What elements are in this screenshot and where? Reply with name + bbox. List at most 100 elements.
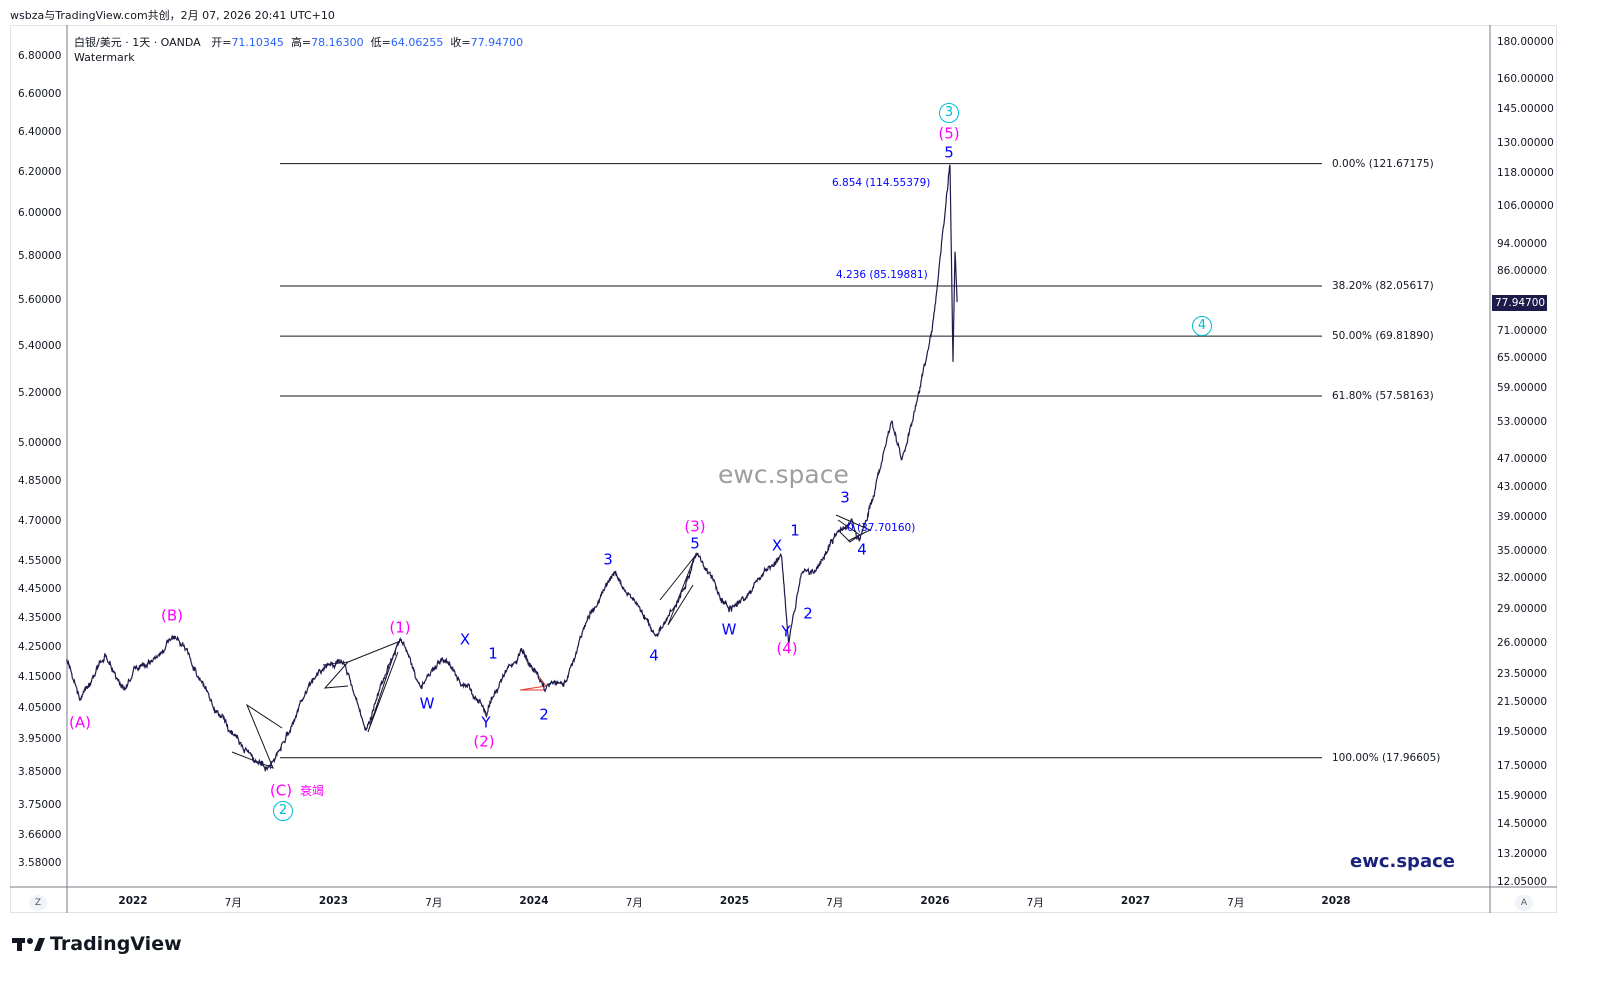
- wave-label[interactable]: 2: [539, 705, 549, 724]
- price-axis-tick: 53.00000: [1497, 415, 1548, 428]
- triangle-drawing[interactable]: [659, 555, 696, 626]
- watermark-label: Watermark: [74, 51, 135, 64]
- price-axis-tick: 71.00000: [1497, 324, 1548, 337]
- left-axis-tick: 5.60000: [18, 294, 62, 307]
- time-axis-tick: 2023: [318, 895, 349, 907]
- wave-label[interactable]: (4): [776, 639, 798, 658]
- price-axis-tick: 35.00000: [1497, 544, 1548, 557]
- price-axis-tick: 39.00000: [1497, 511, 1548, 524]
- time-axis-tick: 7月: [425, 897, 443, 909]
- time-axis-tick: 2027: [1120, 895, 1151, 907]
- price-axis-tick: 13.20000: [1497, 847, 1548, 860]
- fib-level-label: 0.00% (121.67175): [1332, 157, 1434, 170]
- time-axis-tick: 7月: [224, 897, 242, 909]
- wave-label[interactable]: 3: [603, 550, 613, 569]
- open-value: 71.10345: [231, 36, 284, 49]
- high-label: 高=: [290, 36, 312, 49]
- wave-circle-label[interactable]: 3: [939, 103, 959, 123]
- left-axis-tick: 4.15000: [18, 671, 62, 684]
- triangle-drawing[interactable]: [231, 703, 283, 769]
- wave-label[interactable]: 5: [690, 534, 700, 553]
- price-axis-tick: 43.00000: [1497, 480, 1548, 493]
- price-axis-tick: 19.50000: [1497, 726, 1548, 739]
- price-axis-tick: 94.00000: [1497, 237, 1548, 250]
- left-axis-tick: 4.35000: [18, 612, 62, 624]
- wave-label[interactable]: Y: [481, 713, 491, 732]
- left-axis-tick: 3.75000: [18, 798, 62, 811]
- price-axis-tick: 130.00000: [1497, 137, 1554, 150]
- wave-label[interactable]: (1): [389, 618, 411, 637]
- time-axis-tick: 7月: [1026, 897, 1044, 909]
- price-axis-tick: 15.90000: [1497, 789, 1548, 802]
- price-series-line[interactable]: [66, 164, 958, 772]
- wave-label[interactable]: 4: [857, 540, 867, 559]
- fib-level-label: 38.20% (82.05617): [1332, 279, 1434, 292]
- wave-label[interactable]: 5: [944, 143, 954, 162]
- wave-label[interactable]: (B): [161, 606, 183, 625]
- wave-label[interactable]: (2): [473, 732, 495, 751]
- wave-label[interactable]: X: [459, 630, 471, 649]
- price-axis-tick: 29.00000: [1497, 603, 1548, 616]
- wave-label[interactable]: W: [721, 620, 737, 639]
- fib-extension-label: 6.854 (114.55379): [832, 177, 931, 189]
- wave-label[interactable]: (C): [269, 781, 293, 800]
- price-axis-tick: 21.50000: [1497, 695, 1548, 708]
- close-label: 收=: [450, 36, 471, 49]
- left-axis-tick: 6.20000: [18, 166, 62, 179]
- left-axis-tick: 3.66000: [18, 829, 62, 842]
- wave-circle-label[interactable]: 2: [273, 801, 293, 821]
- tradingview-logo-icon: [12, 938, 45, 951]
- left-axis-tick: 4.85000: [18, 475, 62, 488]
- wave-label[interactable]: 2: [803, 604, 813, 623]
- time-axis-tick: 2024: [519, 895, 549, 907]
- low-label: 低=: [370, 36, 391, 49]
- price-axis-tick: 26.00000: [1497, 636, 1548, 649]
- price-axis-tick: 65.00000: [1497, 352, 1548, 365]
- wave-label[interactable]: 1: [488, 644, 498, 663]
- left-axis-tick: 4.70000: [18, 514, 62, 527]
- left-axis-tick: 4.05000: [18, 701, 62, 714]
- price-axis-tick: 17.50000: [1497, 759, 1548, 772]
- left-axis-tick: 4.25000: [18, 641, 62, 654]
- triangle-drawing[interactable]: [835, 514, 872, 542]
- wave-label[interactable]: (5): [938, 124, 960, 143]
- log-scale-toggle[interactable]: Z: [29, 895, 47, 911]
- price-axis-tick: 106.00000: [1497, 200, 1554, 213]
- wave-circle-label[interactable]: 4: [1192, 316, 1212, 336]
- wave-label[interactable]: X: [771, 536, 783, 555]
- wave-label[interactable]: 4: [649, 646, 659, 665]
- wave-label[interactable]: 1: [790, 521, 800, 540]
- triangle-drawing[interactable]: [837, 519, 861, 543]
- price-axis-tick: 12.05000: [1497, 875, 1548, 888]
- price-axis-tick: 59.00000: [1497, 382, 1548, 395]
- fib-level-label: 61.80% (57.58163): [1332, 390, 1434, 402]
- price-axis-tick: 23.50000: [1497, 668, 1548, 681]
- price-axis-tick: 86.00000: [1497, 265, 1548, 278]
- time-axis-tick: 2025: [719, 895, 750, 907]
- time-axis-tick: 7月: [1227, 897, 1245, 909]
- time-axis-tick: 2028: [1321, 895, 1351, 907]
- high-value: 78.16300: [311, 36, 364, 49]
- left-axis-tick: 5.00000: [18, 436, 62, 449]
- wave-label[interactable]: (A): [69, 713, 91, 732]
- price-axis-tick: 118.00000: [1497, 167, 1554, 180]
- left-axis-tick: 6.00000: [18, 207, 62, 220]
- wave-label[interactable]: Y: [781, 622, 791, 641]
- time-axis-tick: 7月: [625, 897, 643, 909]
- wave-note[interactable]: 衰竭: [299, 784, 325, 798]
- corner-watermark: ewc.space: [1350, 851, 1455, 872]
- time-axis-tick: 2022: [118, 895, 148, 907]
- tradingview-logo[interactable]: TradingView: [12, 933, 182, 955]
- wave-label[interactable]: (3): [684, 517, 706, 536]
- left-axis-tick: 5.40000: [18, 339, 62, 352]
- low-value: 64.06255: [390, 36, 444, 49]
- wave-label[interactable]: W: [419, 694, 435, 713]
- symbol-name: 白银/美元 · 1天 · OANDA: [74, 36, 201, 49]
- left-axis-tick: 3.58000: [18, 857, 62, 870]
- left-axis-tick: 5.80000: [18, 250, 62, 263]
- chart-frame: [10, 25, 1557, 913]
- wave-label[interactable]: 3: [840, 488, 850, 507]
- wedge-drawing[interactable]: [347, 641, 399, 733]
- auto-scale-toggle[interactable]: A: [1515, 895, 1533, 911]
